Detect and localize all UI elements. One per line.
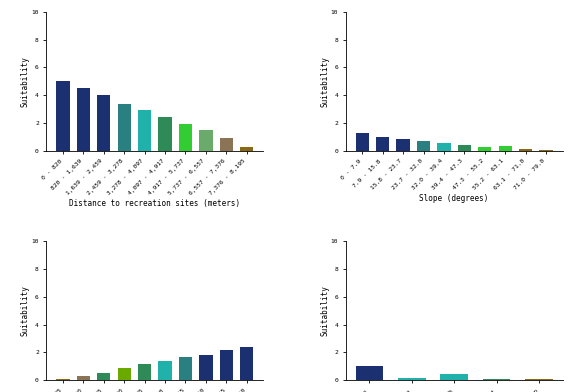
Y-axis label: Suitability: Suitability xyxy=(320,56,329,107)
Bar xyxy=(240,347,253,380)
Y-axis label: Suitability: Suitability xyxy=(21,285,30,336)
X-axis label: Slope (degrees): Slope (degrees) xyxy=(419,194,489,203)
Bar xyxy=(437,143,451,151)
Bar xyxy=(179,357,192,380)
Bar xyxy=(240,147,253,151)
Bar xyxy=(97,95,110,151)
Bar xyxy=(56,379,70,380)
Bar xyxy=(525,379,553,380)
Bar xyxy=(97,372,110,380)
Bar xyxy=(478,147,491,151)
Bar xyxy=(519,149,532,151)
Bar xyxy=(158,361,172,380)
Y-axis label: Suitability: Suitability xyxy=(320,285,329,336)
Bar xyxy=(398,378,426,380)
Bar xyxy=(539,150,553,151)
Bar xyxy=(56,81,70,151)
Bar xyxy=(356,133,369,151)
Bar xyxy=(138,111,151,151)
Bar xyxy=(483,379,510,380)
Y-axis label: Suitability: Suitability xyxy=(21,56,30,107)
Bar xyxy=(458,145,471,151)
Bar xyxy=(397,139,409,151)
Bar xyxy=(77,376,90,380)
Bar xyxy=(417,141,430,151)
Bar xyxy=(440,374,468,380)
Bar xyxy=(118,368,131,380)
Bar xyxy=(200,130,212,151)
Bar xyxy=(118,103,131,151)
Bar xyxy=(356,367,383,380)
Bar xyxy=(376,137,389,151)
Bar xyxy=(220,138,233,151)
X-axis label: Distance to recreation sites (meters): Distance to recreation sites (meters) xyxy=(69,199,240,208)
Bar xyxy=(220,350,233,380)
Bar xyxy=(200,354,212,380)
Bar xyxy=(77,88,90,151)
Bar xyxy=(158,118,172,151)
Bar xyxy=(499,146,512,151)
Bar xyxy=(179,124,192,151)
Bar xyxy=(138,364,151,380)
